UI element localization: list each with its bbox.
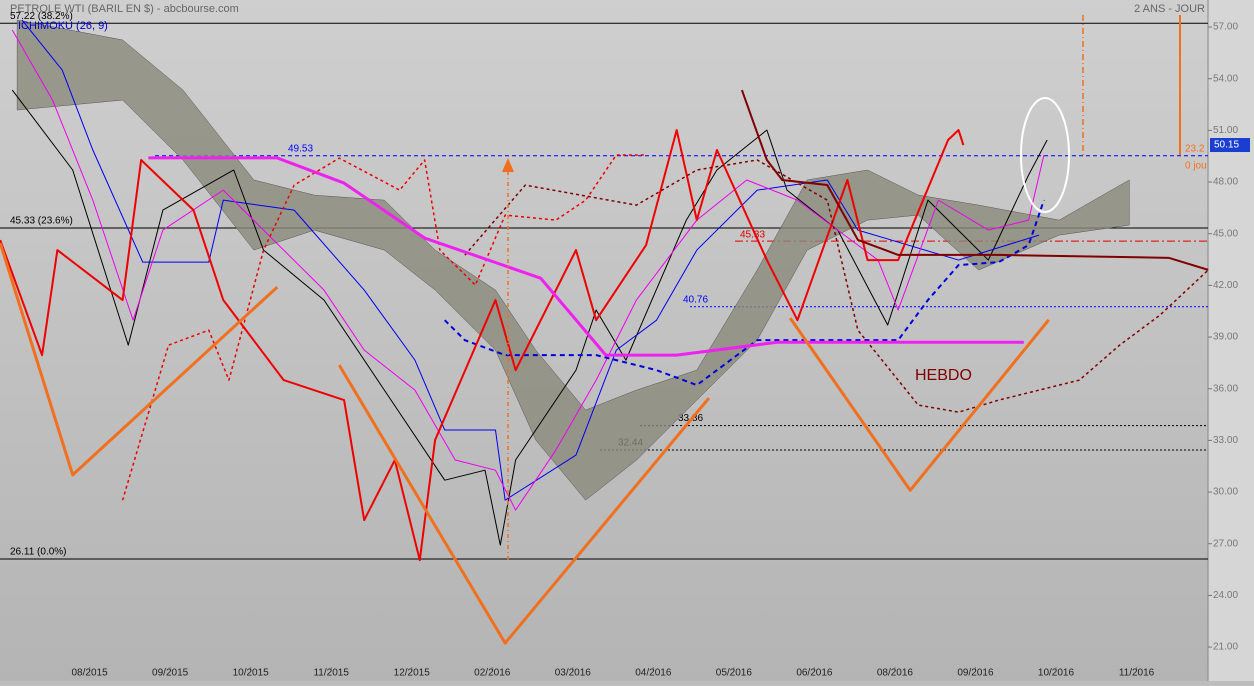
x-tick-label: 11/2016 [1119, 668, 1155, 679]
x-tick-label: 11/2015 [313, 668, 349, 679]
annotation: 23.2 [1185, 144, 1205, 155]
x-tick-label: 03/2016 [555, 668, 592, 679]
y-tick-label: 30.00 [1213, 487, 1238, 498]
series-line [464, 159, 1209, 413]
y-tick-label: 36.00 [1213, 383, 1238, 394]
plot: 21.00 24.00 27.00 30.00 33.00 36.00 39.00 42.00… [0, 11, 1238, 679]
arrow-head [502, 158, 514, 172]
x-tick-label: 10/2016 [1038, 668, 1075, 679]
chart-title: PETROLE WTI (BARIL EN $) - abcbourse.com [10, 3, 239, 15]
x-tick-label: 05/2016 [716, 668, 753, 679]
level-label: 26.11 (0.0%) [10, 547, 67, 558]
period-label: 2 ANS - JOUR [1134, 3, 1205, 15]
cloud [16, 19, 1130, 501]
level-label: 49.53 [288, 143, 313, 154]
last-price-box [1210, 138, 1250, 153]
axis-background [1208, 0, 1254, 681]
x-tick-label: 12/2015 [394, 668, 431, 679]
x-tick-label: 09/2015 [152, 668, 189, 679]
annotation: HEBDO [915, 367, 972, 384]
x-tick-label: 04/2016 [635, 668, 672, 679]
y-tick-label: 27.00 [1213, 538, 1238, 549]
level-label: 45.33 (23.6%) [10, 216, 73, 227]
x-tick-label: 08/2016 [877, 668, 914, 679]
series-line [444, 199, 1045, 387]
last-price-label: 50.15 [1214, 140, 1239, 151]
series-line [0, 242, 279, 477]
y-tick-label: 39.00 [1213, 332, 1238, 343]
indicator-label: ICHIMOKU (26, 9) [18, 20, 108, 32]
series-line [148, 156, 1024, 357]
level-label: 40.76 [683, 294, 708, 305]
y-tick-label: 51.00 [1213, 125, 1238, 136]
x-tick-label: 06/2016 [796, 668, 833, 679]
series-line [0, 129, 965, 562]
annotation: 45.33 [740, 230, 765, 241]
x-tick-label: 09/2016 [957, 668, 994, 679]
series-line [11, 89, 1048, 546]
x-tick-label: 08/2015 [72, 668, 109, 679]
y-tick-label: 54.00 [1213, 73, 1238, 84]
y-tick-label: 48.00 [1213, 177, 1238, 188]
series-line [11, 29, 1045, 511]
series-line [789, 317, 1050, 492]
series-line [740, 89, 1209, 271]
level-label: 57.22 (38.2%) [10, 11, 73, 22]
y-tick-label: 42.00 [1213, 280, 1238, 291]
x-tick-label: 10/2015 [233, 668, 270, 679]
y-tick-label: 45.00 [1213, 228, 1238, 239]
x-tick-label: 02/2016 [474, 668, 511, 679]
y-tick-label: 57.00 [1213, 22, 1238, 33]
series-line [337, 364, 711, 645]
y-tick-label: 21.00 [1213, 642, 1238, 653]
highlight-ellipse [1020, 97, 1070, 213]
annotation: 0 jou [1185, 161, 1207, 172]
y-tick-label: 33.00 [1213, 435, 1238, 446]
y-tick-label: 24.00 [1213, 590, 1238, 601]
